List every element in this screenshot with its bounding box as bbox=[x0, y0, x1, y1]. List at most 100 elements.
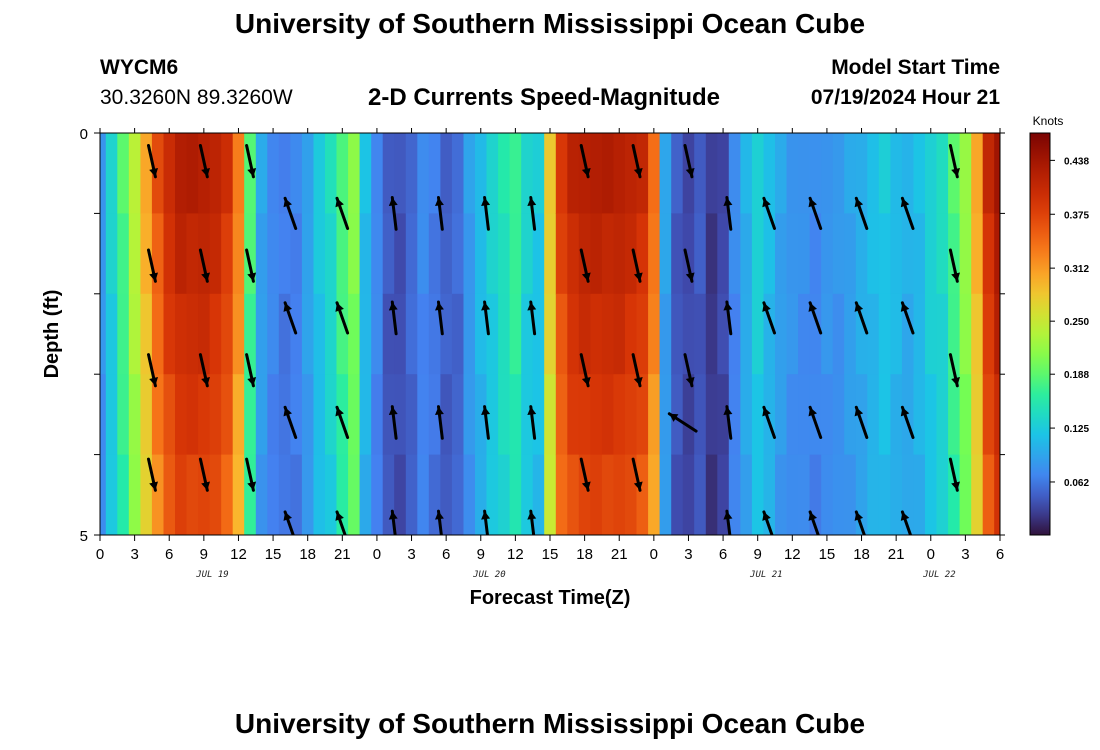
heat-cell bbox=[798, 293, 811, 375]
heat-cell bbox=[948, 374, 961, 456]
heat-cell bbox=[313, 374, 326, 456]
heat-cell bbox=[313, 454, 326, 535]
heat-cell bbox=[198, 454, 211, 535]
heat-cell bbox=[313, 293, 326, 375]
heat-cell bbox=[151, 454, 164, 535]
heat-cell bbox=[671, 454, 684, 535]
heat-cell bbox=[959, 454, 972, 535]
heat-cell bbox=[590, 374, 603, 456]
heat-cell bbox=[948, 293, 961, 375]
heat-cell bbox=[844, 133, 857, 214]
current-arrow bbox=[527, 300, 537, 336]
heat-cell bbox=[878, 213, 891, 295]
heat-cell bbox=[578, 454, 591, 535]
current-arrow bbox=[683, 144, 695, 179]
heat-cell bbox=[763, 213, 776, 295]
arrow-head bbox=[435, 302, 444, 311]
current-arrow bbox=[527, 509, 537, 535]
arrow-head bbox=[335, 198, 344, 208]
x-tick-label: 21 bbox=[611, 546, 628, 563]
current-arrow bbox=[579, 248, 591, 283]
heat-cell bbox=[648, 293, 661, 375]
heat-cell bbox=[694, 293, 707, 375]
heat-cell bbox=[325, 213, 338, 295]
arrow-head bbox=[633, 272, 643, 282]
heat-cell bbox=[936, 293, 949, 375]
current-arrow bbox=[198, 248, 210, 283]
arrow-head bbox=[633, 481, 643, 491]
heat-cell bbox=[786, 374, 799, 456]
heat-cell bbox=[290, 374, 303, 456]
heat-cell bbox=[648, 374, 661, 456]
heat-cell bbox=[255, 133, 268, 214]
arrow-head bbox=[951, 481, 960, 491]
heat-cell bbox=[267, 374, 280, 456]
arrow-head bbox=[581, 377, 591, 386]
heat-cell bbox=[775, 293, 788, 375]
arrow-head bbox=[723, 406, 733, 415]
current-arrow bbox=[527, 196, 537, 231]
heat-cell bbox=[636, 133, 649, 214]
current-arrow bbox=[808, 301, 823, 335]
y-axis-title: Depth (ft) bbox=[41, 290, 63, 379]
heat-cell bbox=[509, 454, 522, 535]
heat-cell bbox=[151, 293, 164, 375]
heat-cell bbox=[544, 133, 557, 214]
heat-cell bbox=[544, 213, 557, 295]
heat-cell bbox=[359, 374, 372, 456]
footer-title: University of Southern Mississippi Ocean… bbox=[234, 708, 866, 739]
heat-cell bbox=[809, 213, 822, 295]
x-tick-label: 21 bbox=[888, 546, 905, 563]
heat-cell bbox=[100, 454, 107, 535]
heat-cell bbox=[659, 454, 672, 535]
x-axis-title: Forecast Time(Z) bbox=[470, 587, 631, 609]
heat-cell bbox=[648, 213, 661, 295]
current-arrow bbox=[723, 196, 733, 231]
heat-cell bbox=[313, 133, 326, 214]
colorbar-tick-label: 0.188 bbox=[1064, 370, 1089, 381]
heat-cell bbox=[913, 293, 926, 375]
heat-cell bbox=[117, 213, 130, 295]
heat-cell bbox=[601, 374, 614, 456]
current-arrow bbox=[283, 196, 298, 230]
heat-cell bbox=[532, 454, 545, 535]
heat-cell bbox=[925, 213, 938, 295]
current-arrow bbox=[435, 405, 444, 440]
heat-cell bbox=[105, 213, 118, 295]
arrow-head bbox=[435, 406, 444, 415]
heat-cell bbox=[959, 133, 972, 214]
arrow-head bbox=[527, 197, 537, 206]
heat-cell bbox=[890, 374, 903, 456]
heat-cell bbox=[867, 133, 880, 214]
heat-cell bbox=[209, 454, 222, 535]
heat-cell bbox=[578, 293, 591, 375]
current-arrow bbox=[147, 457, 158, 492]
heat-cell bbox=[590, 213, 603, 295]
arrow-head bbox=[527, 511, 537, 520]
heat-cell bbox=[128, 374, 141, 456]
current-arrow bbox=[335, 510, 347, 535]
arrow-head bbox=[808, 407, 817, 417]
current-arrow bbox=[631, 144, 643, 179]
heat-cell bbox=[844, 374, 857, 456]
heat-cell bbox=[163, 293, 176, 375]
heat-cell bbox=[394, 213, 407, 295]
x-tick-label: 0 bbox=[650, 546, 658, 563]
heat-cell bbox=[440, 454, 453, 535]
x-tick-label: 0 bbox=[96, 546, 104, 563]
heat-cell bbox=[105, 133, 118, 214]
x-date-label: JUL 21 bbox=[749, 570, 783, 580]
current-arrow bbox=[683, 248, 695, 283]
heat-cell bbox=[117, 374, 130, 456]
colorbar-tick-label: 0.062 bbox=[1064, 478, 1089, 489]
heat-cell bbox=[786, 454, 799, 535]
heat-cell bbox=[405, 213, 418, 295]
heat-cell bbox=[255, 374, 268, 456]
heat-cell bbox=[244, 454, 257, 535]
current-arrow bbox=[283, 510, 295, 535]
current-arrow bbox=[854, 405, 869, 439]
heat-cell bbox=[925, 374, 938, 456]
arrow-head bbox=[283, 407, 292, 417]
x-tick-label: 3 bbox=[961, 546, 969, 563]
heat-cell bbox=[221, 293, 234, 375]
